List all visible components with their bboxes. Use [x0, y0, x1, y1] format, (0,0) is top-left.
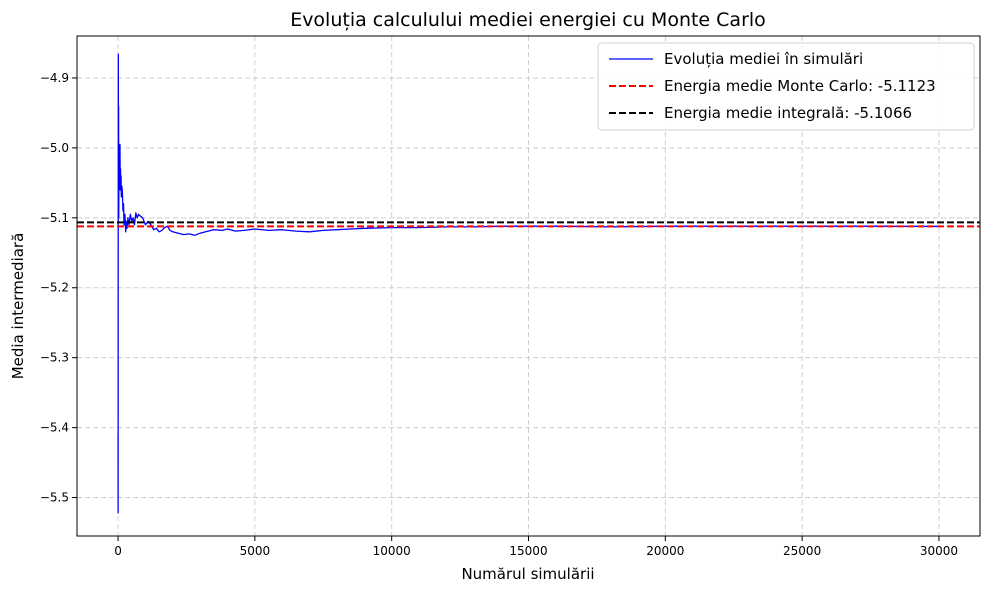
legend: Evoluția mediei în simulări Energia medie…: [597, 42, 975, 131]
y-axis-label: Media intermediară: [9, 233, 27, 380]
y-tick-label: −4.9: [40, 71, 69, 85]
legend-label: Energia medie integrală: -5.1066: [664, 104, 912, 122]
chart-title: Evoluția calculului mediei energiei cu M…: [290, 9, 766, 31]
x-tick-label: 0: [114, 544, 122, 558]
x-tick-label: 20000: [646, 544, 684, 558]
y-tick-label: −5.5: [40, 491, 69, 505]
axis-ticks: 0 5000 10000 15000 20000 25000 30000 −5.5 −5.4 −5…: [40, 71, 958, 558]
legend-label: Energia medie Monte Carlo: -5.1123: [664, 77, 936, 95]
x-axis-label: Numărul simulării: [461, 565, 594, 583]
x-tick-label: 30000: [920, 544, 958, 558]
y-tick-label: −5.3: [40, 351, 69, 365]
x-tick-label: 10000: [373, 544, 411, 558]
x-tick-label: 15000: [509, 544, 547, 558]
legend-box: [597, 42, 975, 131]
plot-area: [77, 53, 980, 514]
y-tick-label: −5.0: [40, 141, 69, 155]
series-line-mean-evolution: [117, 53, 939, 514]
x-tick-label: 5000: [240, 544, 271, 558]
x-tick-label: 25000: [783, 544, 821, 558]
legend-label: Evoluția mediei în simulări: [664, 50, 863, 68]
y-tick-label: −5.1: [40, 211, 69, 225]
y-tick-label: −5.4: [40, 421, 69, 435]
y-tick-label: −5.2: [40, 281, 69, 295]
